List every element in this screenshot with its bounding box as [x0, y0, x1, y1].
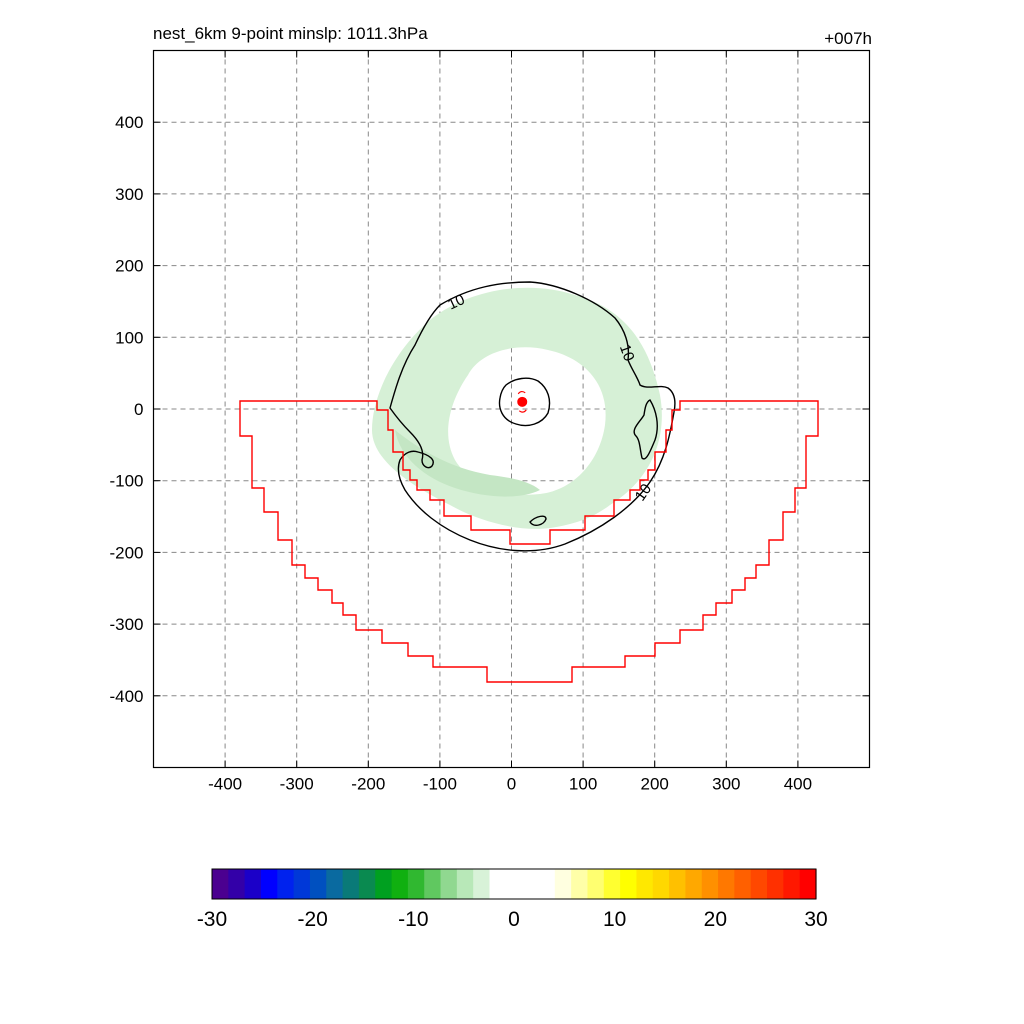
- y-tick-label: -100: [109, 472, 143, 491]
- y-tick-label: -300: [109, 615, 143, 634]
- contour-10-inner: [633, 399, 658, 460]
- colorbar-swatch: [799, 869, 817, 899]
- colorbar-tick-label: -30: [197, 908, 227, 931]
- x-tick-label: -100: [423, 775, 457, 794]
- colorbar-swatch: [473, 869, 491, 899]
- colorbar-swatch: [342, 869, 360, 899]
- colorbar-swatch: [636, 869, 654, 899]
- colorbar-swatch: [554, 869, 572, 899]
- contour-10-center: [498, 377, 551, 427]
- colorbar-swatch: [620, 869, 638, 899]
- x-tick-label: -200: [351, 775, 385, 794]
- nest-domain-boundary: [239, 400, 819, 683]
- colorbar-swatch: [440, 869, 458, 899]
- colorbar-swatch: [293, 869, 311, 899]
- colorbar-swatch: [652, 869, 670, 899]
- negative-shading-patch: [547, 512, 563, 525]
- contour-small-loop: [529, 515, 547, 526]
- y-tick-label: 400: [115, 113, 143, 132]
- storm-center-marker: [517, 390, 528, 413]
- contour-label: 10: [616, 342, 638, 363]
- x-tick-label: 400: [784, 775, 812, 794]
- colorbar-swatch: [260, 869, 278, 899]
- colorbar-swatch: [701, 869, 719, 899]
- colorbar-swatch: [718, 869, 735, 899]
- x-tick-label: -400: [208, 775, 242, 794]
- y-axis-ticks: 400 300 200 100 0 -100 -200 -300 -400: [109, 113, 870, 706]
- grid-lines: [153, 50, 870, 768]
- contour-10-outer: [389, 281, 676, 552]
- colorbar-tick-label: 0: [508, 908, 520, 931]
- colorbar-swatch: [522, 869, 540, 899]
- colorbar-tick-label: 30: [804, 908, 827, 931]
- negative-shading-band: [395, 430, 540, 497]
- y-tick-label: 0: [134, 400, 143, 419]
- colorbar-swatch: [407, 869, 425, 899]
- colorbar-swatch: [212, 869, 229, 899]
- colorbar-swatch: [375, 869, 393, 899]
- colorbar-swatch: [767, 869, 784, 899]
- colorbar-swatch: [538, 869, 556, 899]
- x-axis-ticks: -400 -300 -200 -100 0 100 200 300 400: [208, 50, 812, 794]
- colorbar-swatch: [244, 869, 262, 899]
- shaded-field: [372, 287, 662, 529]
- colorbar-tick-label: -20: [297, 908, 327, 931]
- colorbar-swatch: [505, 869, 523, 899]
- colorbar-swatch: [309, 869, 327, 899]
- contour-label: 10: [445, 291, 467, 313]
- contour-label: 10: [632, 481, 655, 504]
- colorbar-tick-label: 10: [603, 908, 626, 931]
- y-tick-label: 100: [115, 328, 143, 347]
- colorbar-swatch: [669, 869, 687, 899]
- colorbar-swatch: [734, 869, 752, 899]
- colorbar-swatch: [424, 869, 442, 899]
- colorbar-swatch: [358, 869, 376, 899]
- colorbar: [211, 868, 817, 900]
- x-tick-label: -300: [280, 775, 314, 794]
- hurricane-symbol-icon: [517, 390, 527, 413]
- colorbar-swatch: [571, 869, 589, 899]
- x-tick-label: 300: [712, 775, 740, 794]
- colorbar-swatch: [277, 869, 295, 899]
- colorbar-tick-label: -10: [398, 908, 428, 931]
- contour-lines: [389, 281, 676, 552]
- colorbar-swatch: [750, 869, 768, 899]
- colorbar-swatch: [603, 869, 621, 899]
- chart-title: nest_6km 9-point minslp: 1011.3hPa: [153, 24, 428, 43]
- forecast-hour-label: +007h: [824, 29, 872, 48]
- y-tick-label: -400: [109, 687, 143, 706]
- colorbar-tick-label: 20: [704, 908, 727, 931]
- colorbar-swatch: [456, 869, 474, 899]
- x-tick-label: 100: [569, 775, 597, 794]
- colorbar-swatch: [489, 869, 507, 899]
- colorbar-swatch: [587, 869, 605, 899]
- colorbar-swatch: [228, 869, 246, 899]
- x-tick-label: 200: [641, 775, 669, 794]
- y-tick-label: -200: [109, 543, 143, 562]
- x-tick-label: 0: [507, 775, 516, 794]
- colorbar-frame: [211, 868, 817, 900]
- y-tick-label: 200: [115, 257, 143, 276]
- colorbar-swatch: [783, 869, 801, 899]
- colorbar-swatch: [391, 869, 409, 899]
- contour-labels: 10 10 10: [445, 291, 655, 504]
- colorbar-swatch: [685, 869, 703, 899]
- storm-center-icon: [517, 396, 528, 407]
- y-tick-label: 300: [115, 185, 143, 204]
- colorbar-swatch: [326, 869, 344, 899]
- colorbar-ticks: -30 -20 -10 0 10 20 30: [197, 908, 828, 931]
